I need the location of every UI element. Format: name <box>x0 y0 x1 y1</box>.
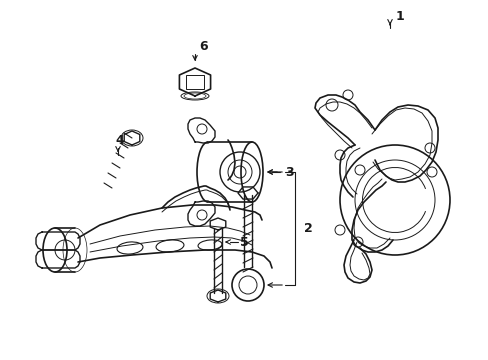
Bar <box>185 75 203 89</box>
Text: 3: 3 <box>285 166 294 179</box>
Text: 6: 6 <box>199 40 208 53</box>
Text: 1: 1 <box>395 9 404 23</box>
Text: 5: 5 <box>239 235 248 248</box>
Text: 2: 2 <box>303 221 312 234</box>
Text: 4: 4 <box>115 134 124 147</box>
